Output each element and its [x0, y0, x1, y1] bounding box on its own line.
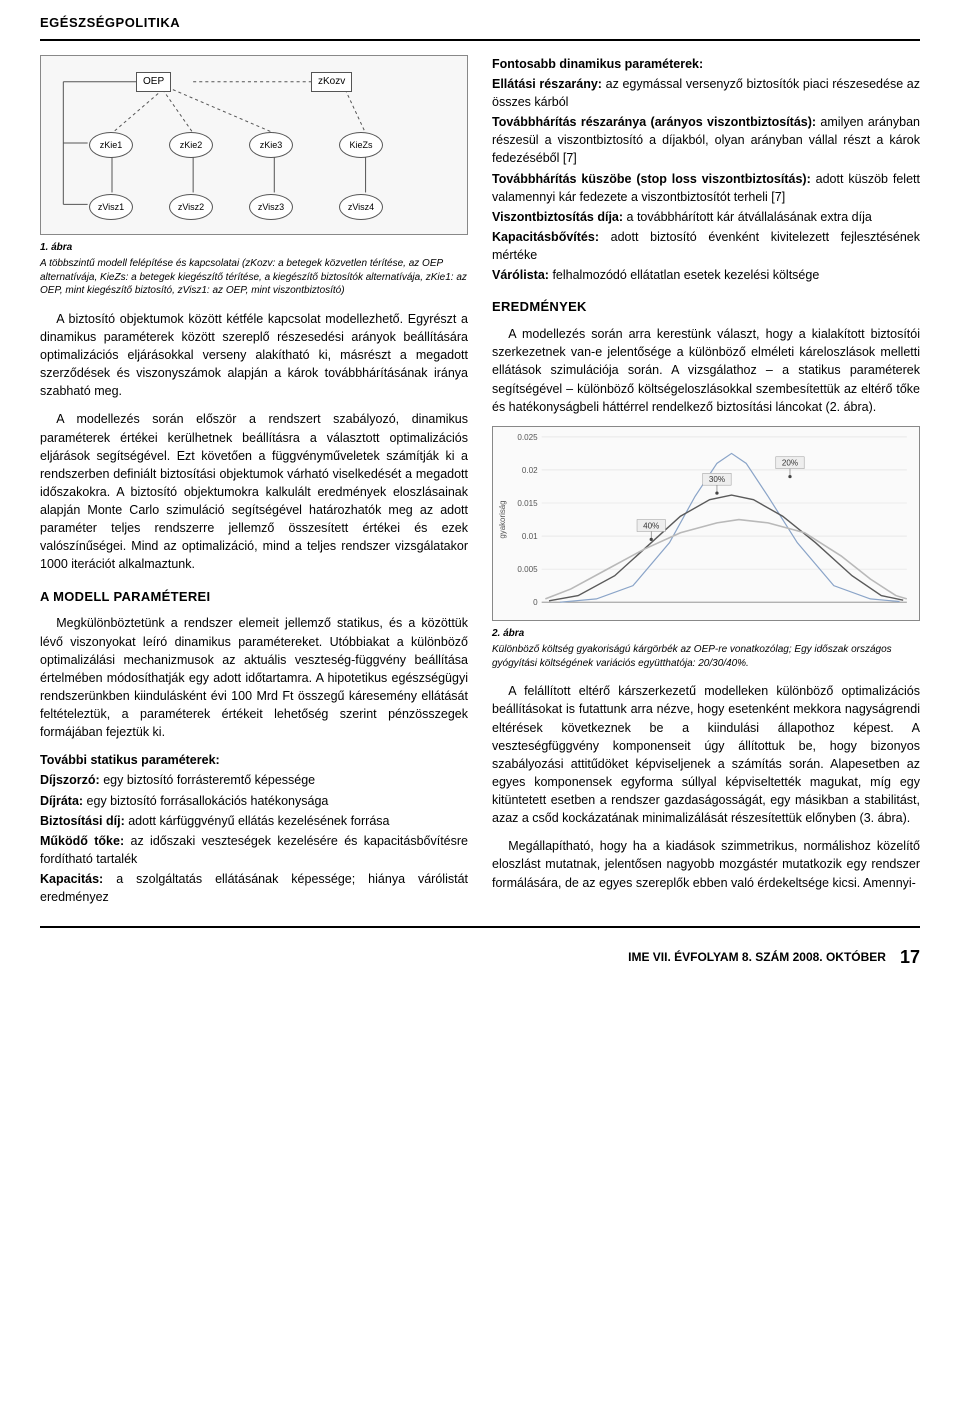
figure-1-title: 1. ábra [40, 241, 468, 256]
body-para-2: A modellezés során először a rendszert s… [40, 410, 468, 573]
two-column-layout: OEP zKozv zKie1 zKie2 zKie3 KieZs zVisz1… [0, 55, 960, 908]
top-rule [40, 39, 920, 41]
svg-text:30%: 30% [709, 475, 725, 484]
dyn-viszont-dij: Viszontbiztosítás díja: a továbbhárított… [492, 208, 920, 226]
svg-text:20%: 20% [782, 459, 798, 468]
figure-1-diagram: OEP zKozv zKie1 zKie2 zKie3 KieZs zVisz1… [40, 55, 468, 235]
node-zkie1: zKie1 [89, 132, 133, 158]
dyn-ellatasi: Ellátási részarány: az egymással verseny… [492, 75, 920, 111]
figure-2-title: 2. ábra [492, 627, 920, 642]
svg-text:0.015: 0.015 [517, 499, 538, 508]
section-heading-model-params: A MODELL PARAMÉTEREI [40, 588, 468, 607]
right-column: Fontosabb dinamikus paraméterek: Ellátás… [492, 55, 920, 908]
page-header: EGÉSZSÉGPOLITIKA [0, 0, 960, 39]
svg-text:0.025: 0.025 [517, 433, 538, 442]
left-column: OEP zKozv zKie1 zKie2 zKie3 KieZs zVisz1… [40, 55, 468, 908]
node-kiezs: KieZs [339, 132, 383, 158]
def-mukodotoke: Működő tőke: az időszaki veszteségek kez… [40, 832, 468, 868]
def-kapacitas: Kapacitás: a szolgáltatás ellátásának ké… [40, 870, 468, 906]
def-dijrata: Díjráta: egy biztosító forrásallokációs … [40, 792, 468, 810]
node-zvisz2: zVisz2 [169, 194, 213, 220]
body-para-5: A felállított eltérő kárszerkezetű model… [492, 682, 920, 827]
dyn-varolista: Várólista: felhalmozódó ellátatlan esete… [492, 266, 920, 284]
node-zkie2: zKie2 [169, 132, 213, 158]
body-para-4: A modellezés során arra kerestünk válasz… [492, 325, 920, 416]
node-zvisz4: zVisz4 [339, 194, 383, 220]
node-zkozv: zKozv [311, 72, 352, 93]
node-zvisz1: zVisz1 [89, 194, 133, 220]
footer-page-number: 17 [900, 944, 920, 970]
section-heading-results: EREDMÉNYEK [492, 298, 920, 317]
body-para-6: Megállapítható, hogy ha a kiadások szimm… [492, 837, 920, 891]
svg-text:0.005: 0.005 [517, 565, 538, 574]
def-biztdij: Biztosítási díj: adott kárfüggvényű ellá… [40, 812, 468, 830]
dyn-tovabb-resz: Továbbhárítás részaránya (arányos viszon… [492, 113, 920, 167]
svg-text:0: 0 [533, 598, 538, 607]
dyn-tovabb-kuszob: Továbbhárítás küszöbe (stop loss viszont… [492, 170, 920, 206]
dyn-kapacitasbov: Kapacitásbővítés: adott biztosító évenké… [492, 228, 920, 264]
svg-text:40%: 40% [643, 521, 659, 530]
node-oep: OEP [136, 72, 171, 93]
static-params-heading: További statikus paraméterek: [40, 751, 468, 769]
page-footer: IME VII. ÉVFOLYAM 8. SZÁM 2008. OKTÓBER … [0, 928, 960, 990]
figure-2-chart: 0 0.005 0.01 0.015 0.02 0.025 gyakoriság 40% 30%… [492, 426, 920, 621]
svg-text:0.02: 0.02 [522, 466, 538, 475]
body-para-1: A biztosító objektumok között kétféle ka… [40, 310, 468, 401]
dynamic-params-heading: Fontosabb dinamikus paraméterek: [492, 55, 920, 73]
svg-text:0.01: 0.01 [522, 532, 538, 541]
svg-text:gyakoriság: gyakoriság [498, 500, 507, 538]
figure-2-caption: Különböző költség gyakoriságú kárgörbék … [492, 643, 920, 670]
def-dijszorzo: Díjszorzó: egy biztosító forrásteremtő k… [40, 771, 468, 789]
footer-issue: IME VII. ÉVFOLYAM 8. SZÁM 2008. OKTÓBER [628, 949, 886, 966]
body-para-3: Megkülönböztetünk a rendszer elemeit jel… [40, 614, 468, 741]
node-zkie3: zKie3 [249, 132, 293, 158]
figure-1-caption: A többszintű modell felépítése és kapcso… [40, 257, 468, 298]
node-zvisz3: zVisz3 [249, 194, 293, 220]
